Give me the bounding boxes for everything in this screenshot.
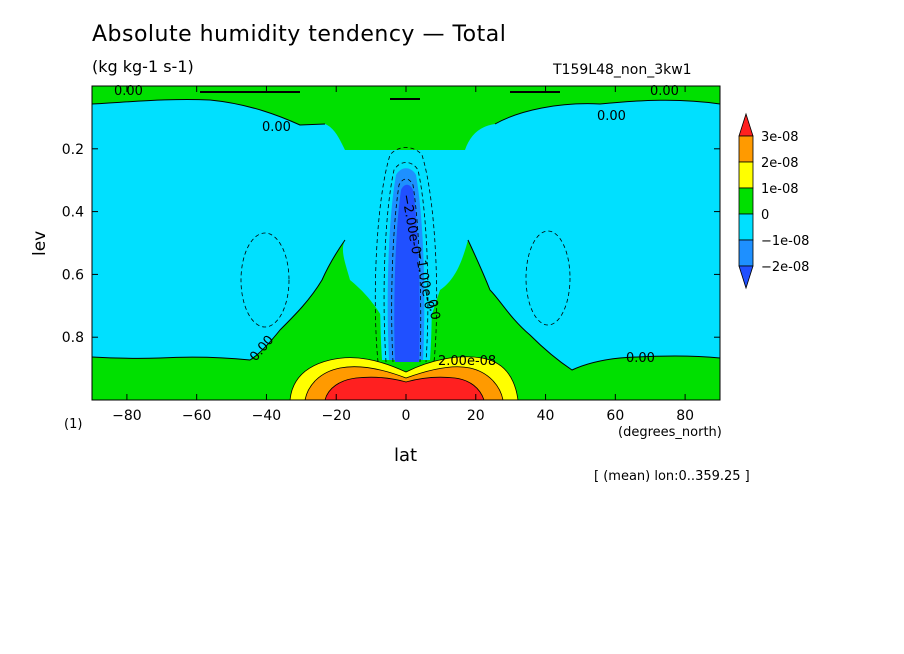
scale-label: (1)	[64, 417, 83, 432]
colorbar-label: 3e-08	[761, 130, 799, 145]
y-tick-label: 0.2	[62, 142, 84, 158]
colorbar-segment	[738, 239, 754, 267]
zero-contour-lower-right	[467, 239, 720, 371]
filled-contours	[92, 86, 720, 400]
pos-contour-3	[324, 376, 485, 400]
neg-contour-3	[391, 178, 422, 363]
y-tick-label: 0.4	[62, 205, 84, 221]
colorbar-top-arrow	[738, 112, 754, 137]
colorbar-label: −1e-08	[761, 234, 809, 249]
contour-label: 2.00e-08	[438, 354, 496, 369]
zero-contour-left	[92, 98, 326, 126]
pos-contour-1	[289, 356, 519, 400]
mean-note: [ (mean) lon:0..359.25 ]	[594, 469, 750, 484]
neg-ellipse-left	[240, 232, 290, 328]
x-axis-units: (degrees_north)	[618, 425, 722, 440]
x-axis: −80 −60 −40 −20 0 20 40 60 80	[112, 86, 694, 424]
contour-label: 0.00	[262, 120, 291, 135]
contour-label: 0.00	[114, 84, 143, 99]
colorbar-label: 0	[761, 208, 769, 223]
x-tick-label: −20	[321, 408, 351, 424]
colorbar-bottom-arrow	[738, 265, 754, 290]
pos-contour-2	[304, 366, 504, 400]
colorbar-label: −2e-08	[761, 260, 809, 275]
contour-label: 0.00	[626, 351, 655, 366]
colorbar-segment	[738, 213, 754, 241]
colorbar-label: 2e-08	[761, 156, 799, 171]
neg-ellipse-right	[525, 230, 571, 326]
colorbar-segment	[738, 135, 754, 163]
chart-title: Absolute humidity tendency — Total	[92, 22, 507, 47]
colorbar-label: 1e-08	[761, 182, 799, 197]
colorbar: 3e-08 2e-08 1e-08 0 −1e-08 −2e-08	[738, 112, 809, 290]
x-tick-label: −40	[252, 408, 282, 424]
x-tick-label: −80	[112, 408, 142, 424]
y-tick-label: 0.6	[62, 267, 84, 283]
fill-column-darkblue	[394, 184, 420, 362]
contour-label: 0.00	[650, 84, 679, 99]
fill-red	[325, 377, 484, 400]
y-axis: 0.2 0.4 0.6 0.8	[62, 142, 720, 346]
contour-label: 0.00	[597, 109, 626, 124]
x-tick-label: 20	[467, 408, 485, 424]
x-axis-label: lat	[394, 445, 418, 466]
x-tick-label: 80	[676, 408, 694, 424]
top-contour-marks	[200, 91, 560, 100]
x-tick-label: −60	[182, 408, 212, 424]
colorbar-segment	[738, 161, 754, 189]
chart-units: (kg kg-1 s-1)	[92, 57, 194, 76]
x-tick-label: 60	[606, 408, 624, 424]
x-tick-label: 40	[537, 408, 555, 424]
zero-contour-lower-left	[92, 239, 346, 361]
neg-contour-2	[383, 162, 429, 363]
contour-label: 0.0	[424, 298, 442, 321]
neg-contour-1	[374, 147, 438, 363]
colorbar-segment	[738, 187, 754, 215]
y-tick-label: 0.8	[62, 330, 84, 346]
run-label: T159L48_non_3kw1	[553, 62, 692, 78]
zero-contour-right	[494, 99, 720, 125]
x-tick-label: 0	[402, 408, 411, 424]
